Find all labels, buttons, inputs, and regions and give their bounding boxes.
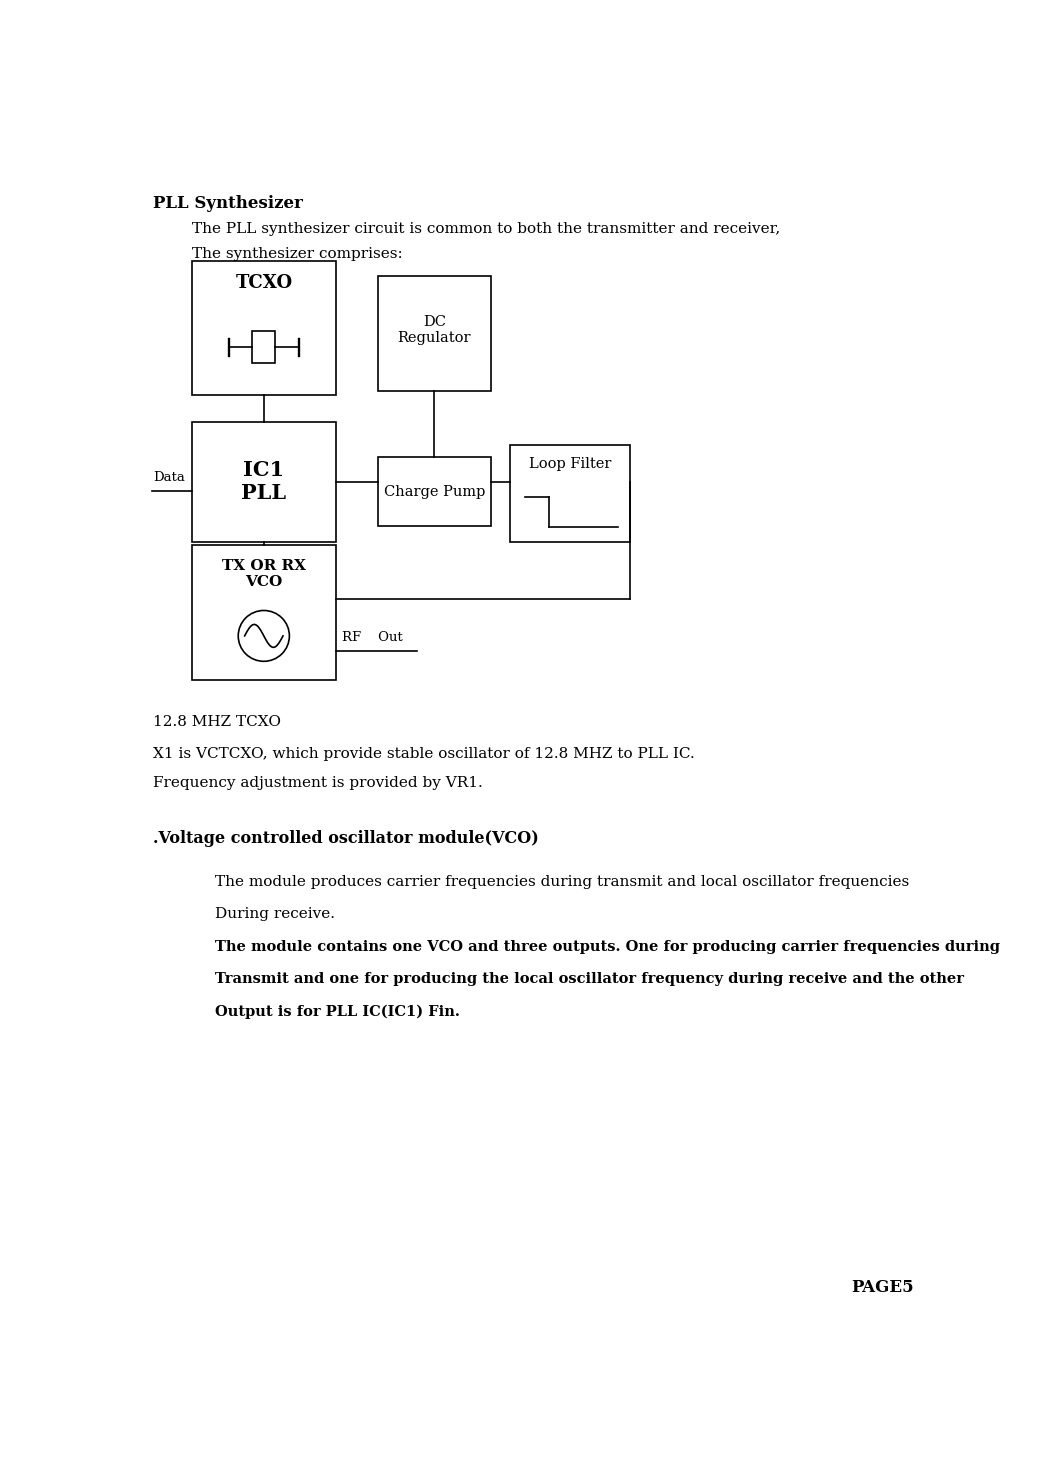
Text: RF    Out: RF Out <box>341 631 403 644</box>
Text: Transmit and one for producing the local oscillator frequency during receive and: Transmit and one for producing the local… <box>215 973 964 986</box>
Text: PLL Synthesizer: PLL Synthesizer <box>153 195 303 211</box>
Text: .Voltage controlled oscillator module(VCO): .Voltage controlled oscillator module(VC… <box>153 831 539 847</box>
Text: DC
Regulator: DC Regulator <box>398 315 472 344</box>
Text: X1 is VCTCXO, which provide stable oscillator of 12.8 MHZ to PLL IC.: X1 is VCTCXO, which provide stable oscil… <box>153 748 695 761</box>
Text: IC1
PLL: IC1 PLL <box>242 460 286 504</box>
Text: The module produces carrier frequencies during transmit and local oscillator fre: The module produces carrier frequencies … <box>215 875 910 888</box>
Text: TCXO: TCXO <box>235 275 293 293</box>
Bar <box>378 276 490 392</box>
Bar <box>378 457 490 526</box>
Text: PAGE5: PAGE5 <box>852 1278 914 1296</box>
Text: Output is for PLL IC(IC1) Fin.: Output is for PLL IC(IC1) Fin. <box>215 1005 460 1018</box>
Text: Charge Pump: Charge Pump <box>384 485 485 498</box>
Bar <box>193 545 335 680</box>
Bar <box>252 331 276 364</box>
Text: TX OR RX
VCO: TX OR RX VCO <box>222 559 306 590</box>
Text: Loop Filter: Loop Filter <box>529 457 611 471</box>
Bar <box>193 423 335 541</box>
Bar <box>510 445 630 541</box>
Bar <box>193 260 335 395</box>
Text: The PLL synthesizer circuit is common to both the transmitter and receiver,: The PLL synthesizer circuit is common to… <box>193 222 781 236</box>
Text: The module contains one VCO and three outputs. One for producing carrier frequen: The module contains one VCO and three ou… <box>215 940 1000 953</box>
Text: Frequency adjustment is provided by VR1.: Frequency adjustment is provided by VR1. <box>153 776 483 791</box>
Text: The synthesizer comprises:: The synthesizer comprises: <box>193 247 403 262</box>
Text: 12.8 MHZ TCXO: 12.8 MHZ TCXO <box>153 715 281 729</box>
Text: Data: Data <box>153 470 185 483</box>
Text: During receive.: During receive. <box>215 907 335 921</box>
